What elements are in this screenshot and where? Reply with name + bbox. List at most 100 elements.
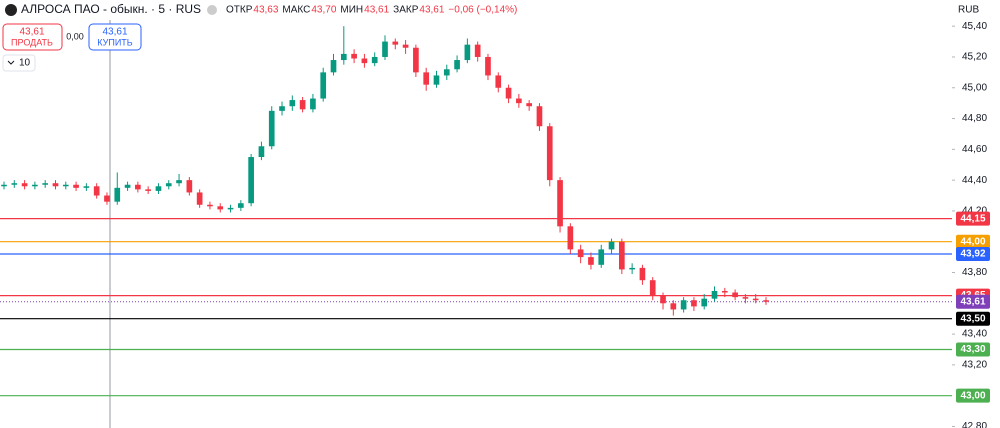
sell-label[interactable]: ПРОДАТЬ [11,37,53,47]
candle-body [186,180,193,193]
candle-body [268,110,275,147]
ohlc-value: 43,61 [419,5,444,16]
candle-body [732,292,738,298]
y-tick-label: 43,20 [962,360,987,371]
candle-body [114,187,121,202]
candle-body [176,180,182,184]
price-label-bg [956,234,990,249]
price-label-bg [956,311,990,326]
candle-body [42,183,49,185]
buy-label[interactable]: КУПИТЬ [97,37,132,47]
symbol-icon [5,4,17,16]
candle-body [629,267,635,270]
ohlc-value: 43,63 [253,5,278,16]
candle-body [536,106,543,127]
quantity[interactable]: 10 [19,58,31,69]
candle-body [196,192,203,205]
candle-body [227,207,234,210]
buy-price[interactable]: 43,61 [102,27,127,38]
candle-body [52,183,59,187]
candle-body [207,204,213,207]
price-label-bg [956,388,990,403]
price-label: 43,50 [960,313,985,324]
candle-body [557,180,563,227]
sell-button[interactable]: 43,61 ПРОДАТЬ [2,23,63,51]
candle-body [567,226,574,250]
candle-body [258,146,265,158]
price-label-bg [956,294,990,309]
candle-body [619,241,625,270]
price-label: 43,92 [960,249,985,260]
candle-body [526,103,532,107]
candle-body [248,157,254,204]
chevron [7,60,15,65]
candle-body [670,303,677,310]
candle-body [104,195,110,202]
candle-body [413,47,419,73]
candle-body [1,184,7,187]
price-label-bg [956,342,990,357]
y-tick-label: 44,20 [962,206,987,217]
ohlc-value: 43,61 [364,5,389,16]
currency[interactable]: RUB [958,5,979,16]
candle-body [701,298,708,307]
y-tick-label: 43,80 [962,267,987,278]
y-tick-label: 44,80 [962,113,987,124]
quantity-control[interactable]: 10 [2,54,36,72]
ohlc-label: ЗАКР [393,5,419,16]
price-label: 44,00 [960,236,985,247]
status-icon [207,5,217,15]
ohlc-label: МАКС [282,5,310,16]
candle-body [310,98,316,110]
candle-body [32,184,38,187]
y-tick-label: 44,60 [962,144,987,155]
candle-body [505,87,512,99]
candle-body [443,69,450,76]
candle-body [73,184,79,188]
candle-body [299,100,306,110]
candle-body [577,249,584,258]
spread: 0,00 [66,31,84,41]
candle-body [721,290,728,293]
ohlc-label: ОТКР [226,5,253,16]
price-label: 43,30 [960,344,985,355]
price-label-bg [956,247,990,262]
candle-body [763,300,769,302]
candle-body [289,100,296,107]
candle-body [680,300,687,310]
candle-body [711,290,718,299]
y-tick-label: 45,00 [962,82,987,93]
candle-body [21,183,28,187]
candle-body [238,203,244,208]
candle-body [752,298,759,301]
buy-box[interactable] [88,23,142,51]
symbol[interactable]: АЛРОСА ПАО - обыкн. · 5 · RUS [21,2,201,16]
candle-body [62,184,69,187]
candle-body [320,72,327,99]
candle-body [608,241,615,250]
candle-body [495,75,502,88]
candle-body [155,186,162,191]
candle-body [742,297,749,299]
candle-body [474,44,481,57]
y-tick-label: 45,40 [962,21,987,32]
candle-body [145,189,151,191]
candle-body [83,186,90,188]
candle-body [454,60,460,70]
ohlc-value: 43,70 [311,5,336,16]
y-tick-label: 42,80 [962,421,987,428]
candle-body [351,53,357,59]
sell-price[interactable]: 43,61 [19,27,44,38]
candle-body [124,184,131,188]
price-label-bg [956,211,990,226]
candle-body [361,58,368,64]
candle-body [516,98,522,104]
price-label: 43,61 [960,296,985,307]
sell-box[interactable] [2,23,63,51]
candle-body [402,44,409,48]
quantity-box[interactable] [2,54,36,72]
buy-button[interactable]: 43,61 КУПИТЬ [88,23,142,51]
candle-body [433,75,440,85]
candle-body [423,72,430,85]
